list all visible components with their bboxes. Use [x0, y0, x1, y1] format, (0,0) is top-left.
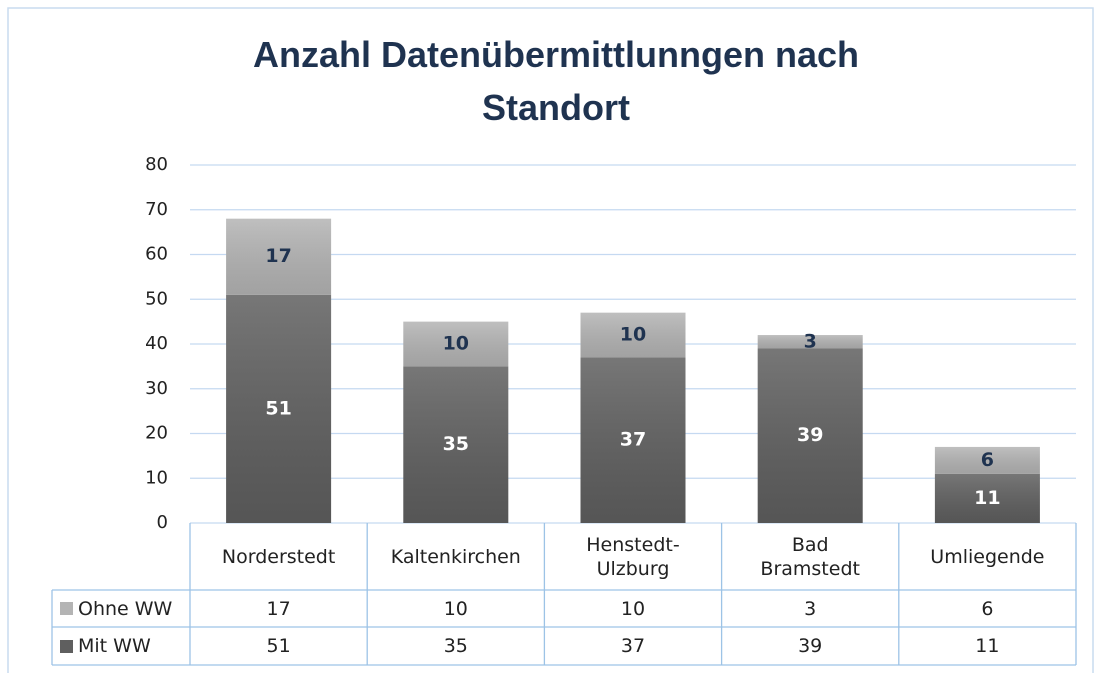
x-tick-label: Bad Bramstedt	[760, 533, 860, 580]
table-value: 11	[975, 635, 1000, 657]
y-tick-label: 20	[145, 423, 168, 444]
data-label: 10	[620, 324, 646, 346]
bar-shade	[226, 294, 332, 523]
chart-title: Anzahl Datenübermittlunngen nach Standor…	[252, 34, 860, 128]
data-label: 11	[974, 487, 1000, 509]
x-tick-label: Umliegende	[930, 545, 1045, 568]
data-label: 3	[804, 330, 817, 352]
table-value: 17	[266, 597, 291, 620]
data-label: 10	[443, 333, 469, 355]
legend-label: Mit WW	[78, 635, 151, 657]
bar-shade	[757, 335, 863, 349]
bar-shade	[403, 366, 509, 523]
bar-shade	[934, 473, 1040, 523]
bar-shade	[226, 218, 332, 295]
data-label: 51	[265, 397, 291, 419]
legend-entry: Ohne WW	[52, 590, 190, 627]
data-label: 6	[981, 449, 994, 471]
x-tick-label: Kaltenkirchen	[390, 545, 521, 568]
legend-swatch	[60, 639, 73, 653]
y-tick-label: 0	[157, 512, 168, 533]
table-value: 37	[620, 635, 646, 657]
data-label: 17	[265, 245, 291, 267]
table-value: 35	[443, 635, 468, 657]
table-value: 3	[804, 597, 817, 620]
table-value: 6	[981, 597, 994, 620]
y-tick-label: 30	[145, 378, 168, 399]
data-label: 39	[797, 424, 823, 446]
bar-shade	[580, 312, 686, 358]
bar-shade	[757, 348, 863, 523]
y-tick-label: 10	[145, 467, 168, 488]
bar-shade	[580, 357, 686, 523]
chart-frame	[7, 7, 1094, 673]
table-value: 39	[798, 635, 823, 657]
y-tick-label: 80	[145, 154, 168, 175]
y-tick-label: 60	[145, 244, 168, 265]
legend-label: Ohne WW	[78, 597, 173, 620]
data-label: 35	[443, 433, 469, 455]
y-tick-label: 70	[145, 199, 168, 220]
y-tick-label: 50	[145, 288, 168, 309]
y-tick-label: 40	[145, 333, 168, 354]
table-value: 51	[266, 635, 291, 657]
x-tick-label: Henstedt-Ulzburg	[586, 533, 680, 580]
table-value: 10	[620, 597, 646, 620]
table-value: 10	[443, 597, 468, 620]
data-label: 37	[620, 429, 646, 451]
legend-swatch	[60, 602, 73, 615]
x-tick-label: Norderstedt	[221, 545, 336, 568]
bar-shade	[934, 446, 1040, 474]
legend-entry: Mit WW	[52, 627, 190, 665]
bar-shade	[403, 321, 509, 367]
